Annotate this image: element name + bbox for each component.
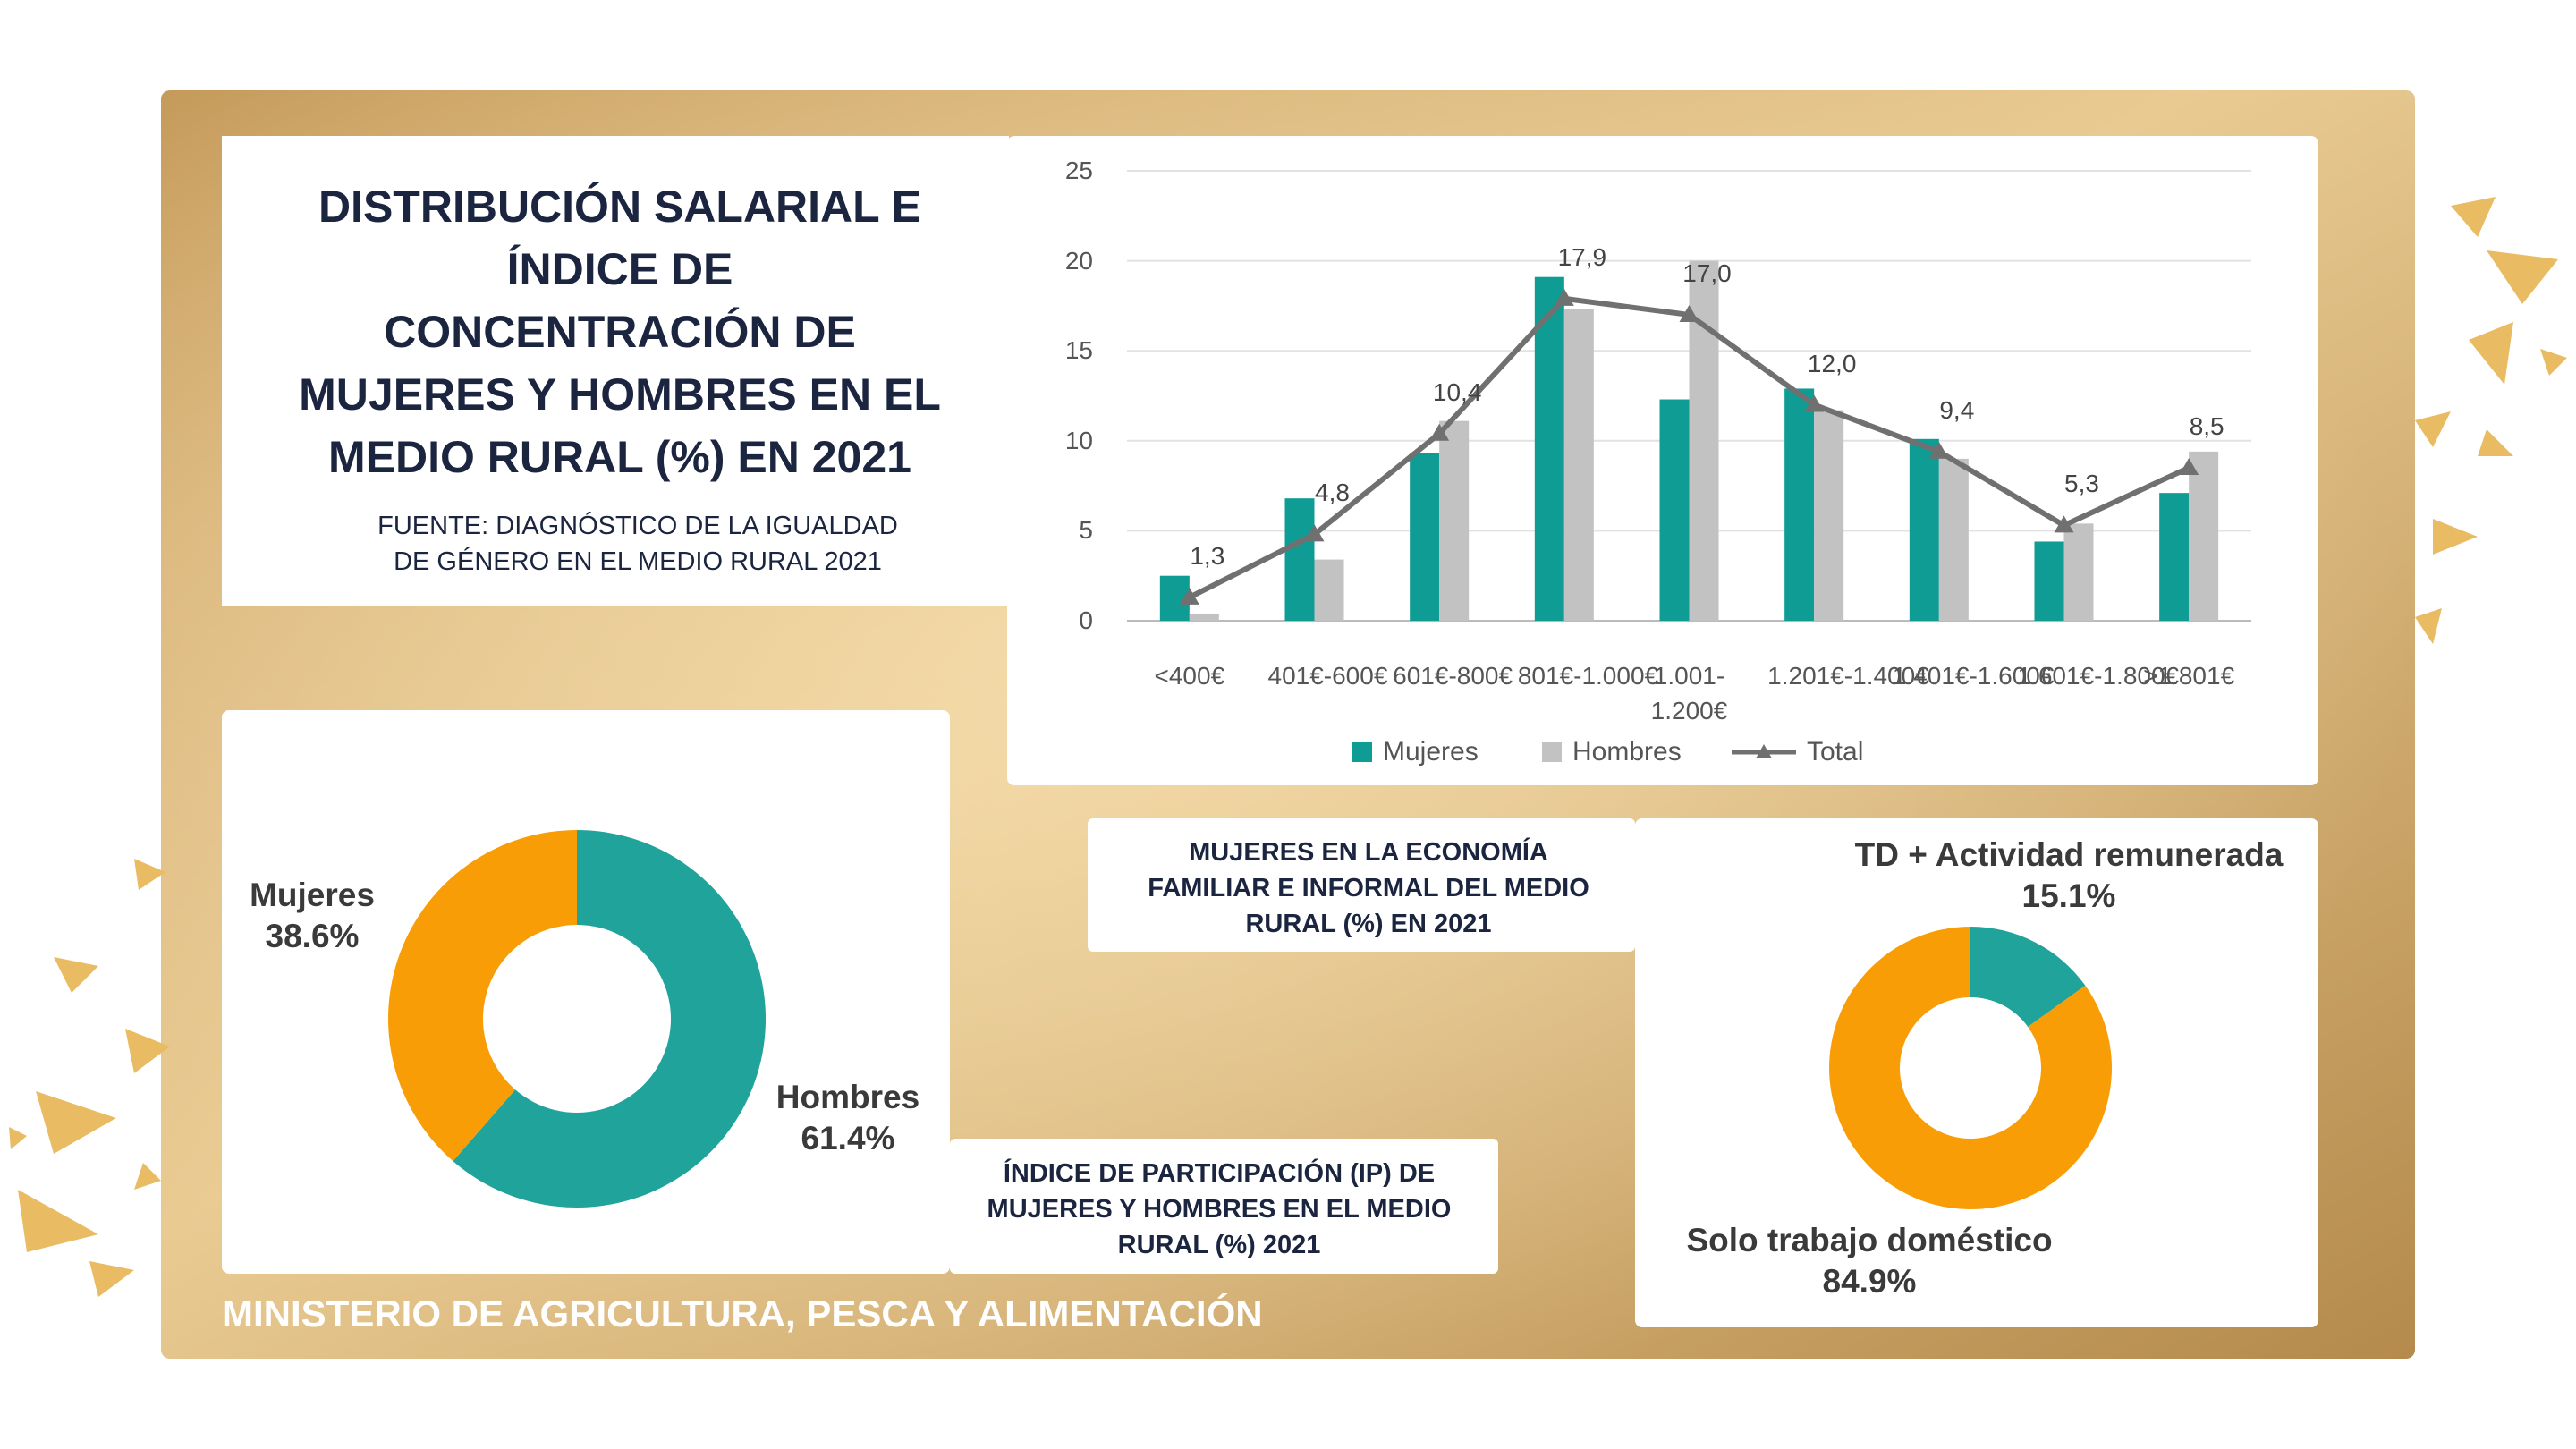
total-marker [2054, 515, 2074, 533]
donut-title-box [950, 1139, 1498, 1274]
data-label: 17,9 [1557, 242, 1607, 271]
data-label: 9,4 [1939, 395, 1975, 424]
x-tick-label: 1.401€-1.600€ [1892, 662, 2055, 690]
footer: MINISTERIO DE AGRICULTURA, PESCA Y ALIME… [222, 1292, 1263, 1335]
y-tick-label: 25 [1064, 157, 1093, 184]
bar [1909, 438, 1939, 621]
slice-label: TD + Actividad remunerada [1854, 836, 2284, 873]
legend-swatch [1542, 742, 1562, 762]
total-marker [1554, 288, 1574, 306]
slice-label: Solo trabajo doméstico [1686, 1222, 2053, 1258]
bar [1534, 276, 1564, 621]
x-tick-label: <400€ [1154, 662, 1225, 690]
y-tick-label: 0 [1079, 606, 1093, 634]
x-tick-label: 601€-800€ [1393, 662, 1513, 690]
total-marker [1928, 441, 1949, 459]
y-tick-label: 5 [1079, 516, 1093, 545]
data-label: 10,4 [1432, 377, 1482, 406]
donut-title: ÍNDICE DE PARTICIPACIÓN (IP) DE MUJERES … [987, 1159, 1452, 1259]
bar [1659, 399, 1690, 621]
slice-label: Hombres [775, 1079, 920, 1115]
x-tick-label: 401€-600€ [1267, 662, 1388, 690]
data-label: 12,0 [1807, 349, 1857, 377]
source: FUENTE: DIAGNÓSTICO DE LA IGUALDAD DE GÉ… [377, 512, 898, 576]
x-tick-label: >1.801€ [2143, 662, 2235, 690]
decor-triangles [9, 197, 2567, 1297]
total-marker [1679, 304, 1699, 322]
bar [1189, 613, 1219, 621]
bar [2189, 451, 2219, 621]
donut-slice [1970, 927, 2086, 1027]
bar [2159, 493, 2190, 621]
bar [1814, 410, 1844, 621]
data-label: 5,3 [2064, 470, 2099, 498]
bar [1563, 309, 1594, 621]
data-label: 4,8 [1315, 479, 1350, 507]
legend-swatch [1352, 742, 1372, 762]
x-tick-label: 801€-1.000€ [1517, 662, 1659, 690]
donut-slice [1829, 927, 2113, 1209]
total-marker [1304, 524, 1325, 542]
legend-label: Mujeres [1383, 737, 1479, 767]
bar [1284, 498, 1315, 621]
data-label: 17,0 [1682, 258, 1732, 287]
bar [1439, 420, 1470, 621]
total-marker [1804, 394, 1825, 412]
x-tick-label: 1.201€-1.400€ [1767, 662, 1929, 690]
donut-slice [388, 830, 577, 1162]
bar [1410, 453, 1440, 621]
donut-panel [222, 710, 950, 1274]
legend-swatch [1756, 744, 1772, 758]
legend-label: Total [1807, 737, 1864, 767]
total-marker [2179, 457, 2199, 475]
bar [1938, 458, 1969, 621]
x-tick-label: 1.601€-1.800€ [2017, 662, 2180, 690]
bar [1314, 559, 1344, 621]
x-tick-label: 1.001-1.200€ [1650, 662, 1728, 724]
data-label: 8,5 [2189, 411, 2224, 440]
donut-title: MUJERES EN LA ECONOMÍA FAMILIAR E INFORM… [1148, 838, 1589, 938]
donut-panel [1635, 818, 2318, 1327]
slice-value: 84.9% [1822, 1263, 1917, 1300]
y-tick-label: 20 [1064, 246, 1093, 275]
title: DISTRIBUCIÓN SALARIAL E ÍNDICE DE CONCEN… [299, 182, 941, 482]
slice-label: Mujeres [250, 877, 375, 913]
title-panel [222, 136, 1009, 606]
y-tick-label: 10 [1064, 426, 1093, 454]
bar [2063, 523, 2094, 621]
slice-value: 61.4% [801, 1120, 895, 1157]
slice-value: 15.1% [2021, 877, 2116, 914]
slice-value: 38.6% [265, 918, 360, 954]
donut-title-box [1088, 818, 1635, 952]
total-marker [1179, 587, 1199, 605]
y-tick-label: 15 [1064, 336, 1093, 365]
data-label: 1,3 [1190, 541, 1225, 570]
legend-label: Hombres [1572, 737, 1682, 767]
total-marker [1429, 423, 1450, 441]
bar [1784, 388, 1815, 621]
donut-slice [453, 830, 767, 1208]
bar [2034, 541, 2064, 621]
